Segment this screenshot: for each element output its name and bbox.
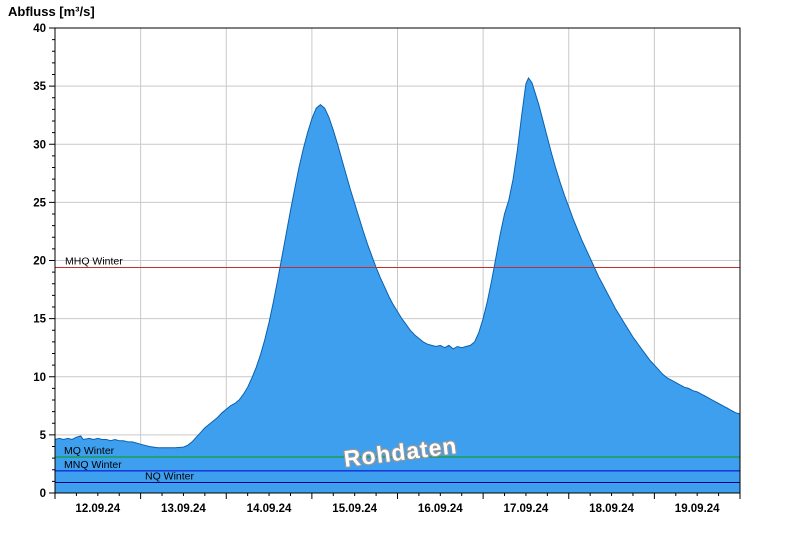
y-tick-label: 20	[33, 256, 46, 268]
x-tick-label: 14.09.24	[247, 503, 292, 515]
refline-label-mnq-winter: MNQ Winter	[64, 459, 122, 471]
y-tick-label: 40	[33, 23, 46, 35]
x-tick-label: 17.09.24	[504, 503, 549, 515]
y-tick-label: 10	[33, 372, 46, 384]
x-tick-label: 15.09.24	[332, 503, 377, 515]
refline-label-mq-winter: MQ Winter	[64, 445, 115, 457]
chart-title: Abfluss [m³/s]	[8, 4, 95, 19]
x-tick-label: 16.09.24	[418, 503, 463, 515]
y-tick-label: 0	[40, 488, 46, 500]
y-tick-label: 15	[33, 314, 46, 326]
x-tick-label: 18.09.24	[589, 503, 634, 515]
x-tick-label: 19.09.24	[675, 503, 720, 515]
refline-label-nq-winter: NQ Winter	[145, 471, 195, 483]
y-tick-label: 25	[33, 197, 46, 209]
y-tick-label: 30	[33, 139, 46, 151]
x-tick-label: 12.09.24	[75, 503, 120, 515]
y-tick-label: 5	[40, 430, 47, 442]
discharge-area	[55, 78, 740, 493]
y-tick-label: 35	[33, 81, 46, 93]
discharge-line	[54, 77, 741, 449]
refline-label-mhq-winter: MHQ Winter	[65, 255, 123, 267]
x-tick-label: 13.09.24	[161, 503, 206, 515]
